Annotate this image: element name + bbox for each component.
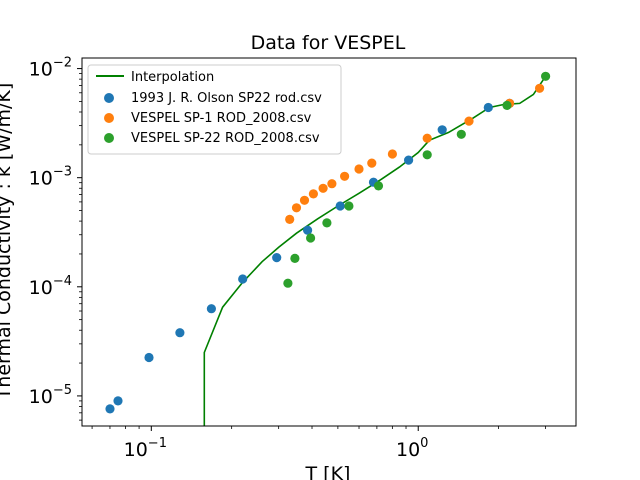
data-point <box>299 195 310 205</box>
legend-entry-sp1: VESPEL SP-1 ROD_2008.csv <box>104 111 312 126</box>
legend-label: VESPEL SP-1 ROD_2008.csv <box>131 111 312 126</box>
data-point <box>327 179 337 189</box>
data-point <box>456 129 466 139</box>
data-point <box>285 214 295 224</box>
data-point <box>502 100 512 110</box>
legend-entry-interpolation: Interpolation <box>96 70 214 85</box>
legend: Interpolation 1993 J. R. Olson SP22 rod.… <box>87 64 342 155</box>
x-tick-label: 10−1 <box>124 436 167 461</box>
data-point <box>238 274 248 284</box>
interpolation-line <box>203 75 547 426</box>
data-point <box>422 150 432 160</box>
legend-marker <box>104 133 114 143</box>
data-point <box>387 149 397 159</box>
data-point <box>404 155 414 165</box>
legend-entry-sp22: VESPEL SP-22 ROD_2008.csv <box>104 131 320 146</box>
data-point <box>340 171 350 181</box>
data-point <box>422 133 432 143</box>
data-point <box>306 233 316 243</box>
data-point <box>541 71 551 81</box>
axes-frame <box>81 57 577 427</box>
legend-marker <box>104 93 114 103</box>
data-point <box>206 304 216 314</box>
data-point <box>483 102 493 113</box>
legend-box <box>87 64 342 155</box>
data-point <box>344 201 354 211</box>
data-point <box>272 253 282 263</box>
data-point <box>464 116 474 126</box>
data-point <box>144 352 154 363</box>
data-point <box>354 164 364 174</box>
data-point <box>290 253 300 263</box>
data-point <box>308 189 318 199</box>
data-point <box>303 225 313 235</box>
plot-area <box>105 71 551 426</box>
data-point <box>105 404 115 414</box>
y-tick-label: 10−5 <box>29 383 72 408</box>
data-point <box>291 203 302 213</box>
legend-label: VESPEL SP-22 ROD_2008.csv <box>131 131 320 146</box>
y-tick-label: 10−4 <box>29 274 72 299</box>
x-tick-label: 100 <box>396 436 428 461</box>
series-2 <box>283 71 551 288</box>
chart-title: Data for VESPEL <box>251 32 406 54</box>
y-tick-label: 10−3 <box>29 165 72 190</box>
data-point <box>535 83 545 93</box>
data-point <box>367 158 377 168</box>
axis-ticks: 10−5 10−4 10−3 10−2 10−1 100 <box>29 56 546 461</box>
y-tick-label: 10−2 <box>29 56 72 81</box>
x-axis-label: T [K] <box>305 463 351 480</box>
data-point <box>335 201 345 211</box>
data-point <box>318 183 328 193</box>
legend-label: Interpolation <box>131 70 214 85</box>
legend-label: 1993 J. R. Olson SP22 rod.csv <box>131 91 322 106</box>
data-point <box>322 218 332 228</box>
data-point <box>175 328 185 338</box>
data-point <box>283 278 293 288</box>
legend-entry-olson: 1993 J. R. Olson SP22 rod.csv <box>104 91 322 106</box>
data-point <box>437 125 447 135</box>
data-point <box>373 181 384 191</box>
data-point <box>113 396 123 406</box>
legend-marker <box>104 113 114 123</box>
y-axis-label: Thermal Conductivity : k [W/m/K] <box>0 83 15 401</box>
